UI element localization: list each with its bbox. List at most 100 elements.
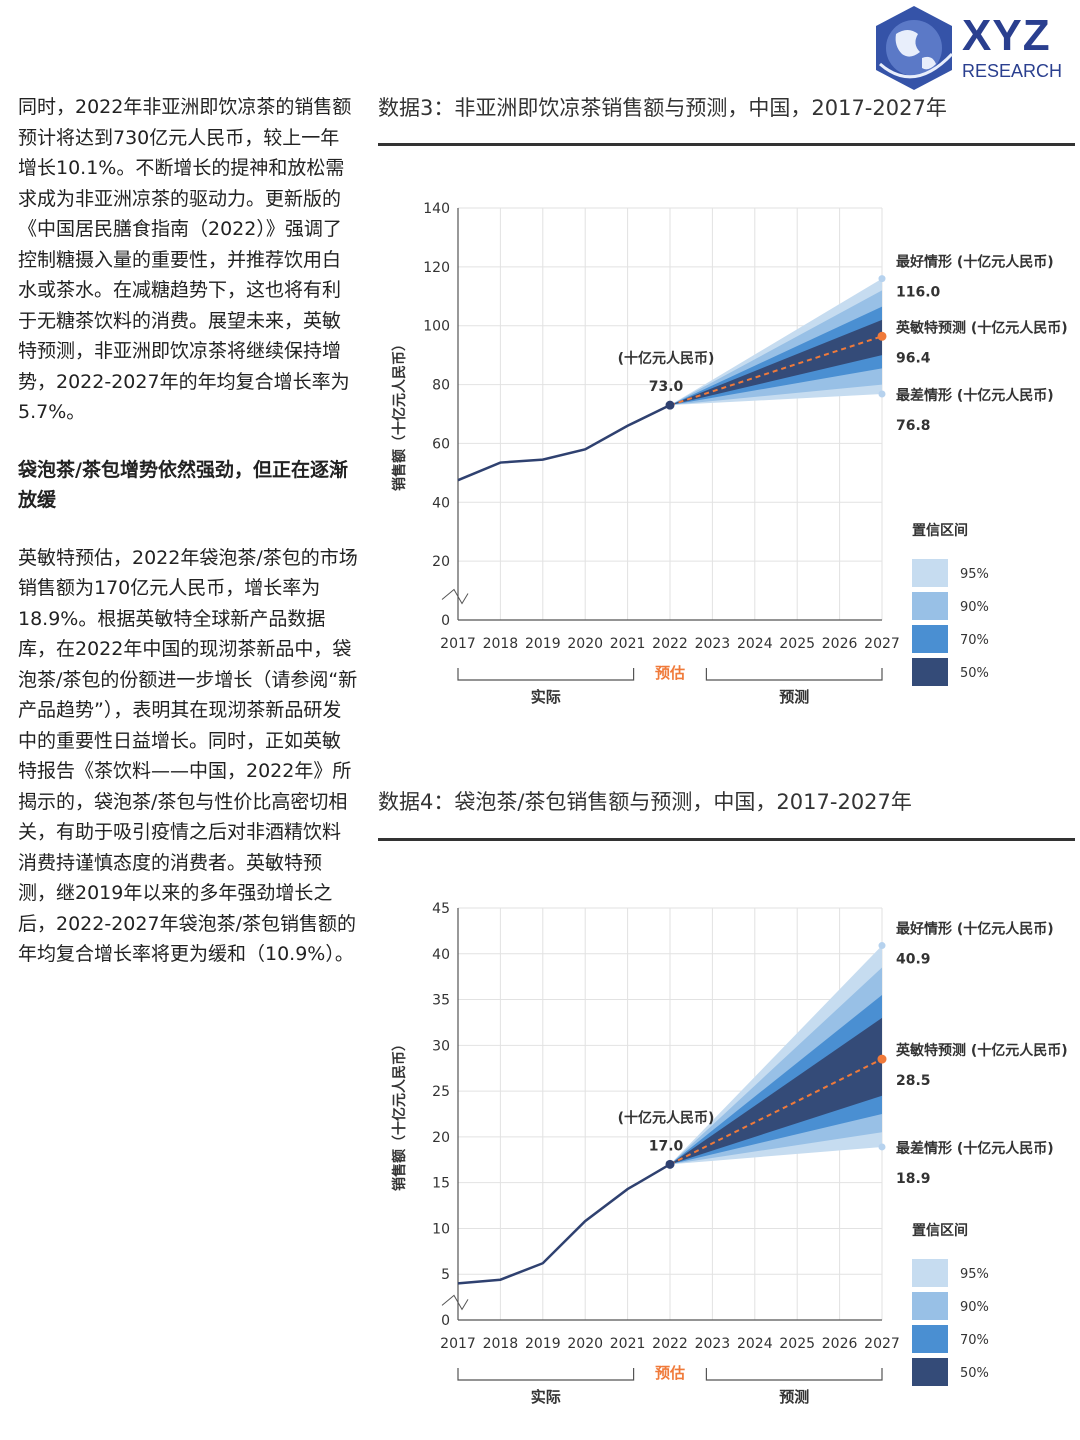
chart2-start-point xyxy=(665,1159,675,1169)
chart1-ci-legend-swatch xyxy=(912,625,948,653)
paragraph-2: 英敏特预估，2022年袋泡茶/茶包的市场销售额为170亿元人民币，增长率为18.… xyxy=(18,546,358,966)
chart2-forecast-value: 28.5 xyxy=(896,1073,931,1089)
chart2-forecast-end-point xyxy=(877,1054,887,1064)
chart1-y-tick-label: 40 xyxy=(432,495,450,511)
chart1-estimate-label: 预估 xyxy=(655,664,685,682)
chart2-best-case-label: 最好情形 (十亿元人民币) xyxy=(896,921,1054,938)
chart2-actual-bracket xyxy=(457,1368,635,1381)
chart2-ci-legend-swatch xyxy=(912,1259,948,1287)
chart1-y-tick-label: 0 xyxy=(441,613,450,629)
chart1-ci-legend-swatch xyxy=(912,559,948,587)
chart2-start-unit-label: (十亿元人民币) xyxy=(618,1109,715,1126)
chart2-worst-case-value: 18.9 xyxy=(896,1171,931,1187)
chart2-start-value-label: 17.0 xyxy=(649,1138,684,1154)
chart1-x-tick-label: 2027 xyxy=(864,636,900,652)
chart2-ci-legend-label: 95% xyxy=(960,1267,989,1282)
chart2-y-tick-label: 45 xyxy=(432,901,450,917)
logo-title: XYZ xyxy=(962,11,1051,60)
chart1-forecast-value: 96.4 xyxy=(896,350,931,366)
chart-1-rule xyxy=(378,143,1075,146)
chart1-ci-legend-label: 90% xyxy=(960,600,989,615)
chart2-y-tick-label: 0 xyxy=(441,1313,450,1329)
chart2-ci-legend-label: 70% xyxy=(960,1333,989,1348)
chart1-ci-legend-swatch xyxy=(912,658,948,686)
chart1-actual-label: 实际 xyxy=(531,688,561,706)
chart1-x-tick-label: 2025 xyxy=(779,636,815,652)
chart2-x-tick-label: 2019 xyxy=(525,1336,561,1352)
section-heading: 袋泡茶/茶包增势依然强劲，但正在逐渐放缓 xyxy=(18,458,348,512)
logo-subtitle: RESEARCH xyxy=(962,61,1063,81)
chart2-y-tick-label: 40 xyxy=(432,947,450,963)
chart2-y-tick-label: 25 xyxy=(432,1084,450,1100)
chart1-axis-break-icon xyxy=(441,588,469,605)
chart2-axis-break-icon xyxy=(441,1294,469,1311)
chart-2-title: 数据4：袋泡茶/茶包销售额与预测，中国，2017-2027年 xyxy=(378,790,912,814)
chart1-ci-legend-label: 95% xyxy=(960,567,989,582)
chart2-best-case-value: 40.9 xyxy=(896,952,931,968)
chart2-x-tick-label: 2026 xyxy=(822,1336,858,1352)
chart2-y-tick-label: 35 xyxy=(432,993,450,1009)
article-text: 同时，2022年非亚洲即饮凉茶的销售额预计将达到730亿元人民币，较上一年增长1… xyxy=(18,92,358,997)
chart1-x-tick-label: 2021 xyxy=(610,636,646,652)
chart2-x-tick-label: 2024 xyxy=(737,1336,773,1352)
chart2-worst-case-label: 最差情形 (十亿元人民币) xyxy=(896,1140,1054,1157)
chart1-start-unit-label: (十亿元人民币) xyxy=(618,350,715,367)
chart1-ci-legend-label: 70% xyxy=(960,633,989,648)
chart1-y-tick-label: 120 xyxy=(423,260,450,276)
chart2-x-tick-label: 2023 xyxy=(695,1336,731,1352)
chart-2-rule xyxy=(378,838,1075,841)
chart1-actual-series-line xyxy=(457,404,671,482)
chart1-x-tick-label: 2022 xyxy=(652,636,688,652)
chart1-best-case-point xyxy=(878,275,886,283)
chart1-x-tick-label: 2026 xyxy=(822,636,858,652)
chart1-y-tick-label: 60 xyxy=(432,436,450,452)
chart2-y-tick-label: 15 xyxy=(432,1176,450,1192)
chart1-y-tick-label: 80 xyxy=(432,378,450,394)
chart2-ci-legend-swatch xyxy=(912,1292,948,1320)
chart2-y-axis-label: 销售额（十亿元人民币） xyxy=(391,1037,408,1191)
chart1-start-value-label: 73.0 xyxy=(649,379,684,395)
paragraph-1: 同时，2022年非亚洲即饮凉茶的销售额预计将达到730亿元人民币，较上一年增长1… xyxy=(18,96,352,423)
chart2-x-tick-label: 2018 xyxy=(483,1336,519,1352)
chart1-x-tick-label: 2020 xyxy=(567,636,603,652)
chart2-ci-legend-title: 置信区间 xyxy=(912,1222,968,1239)
chart2-forecast-label: 英敏特预测 (十亿元人民币) xyxy=(895,1042,1068,1059)
chart2-ci-legend-label: 50% xyxy=(960,1366,989,1381)
chart2-actual-series-line xyxy=(457,1163,671,1285)
chart1-y-tick-label: 100 xyxy=(423,319,450,335)
chart2-y-tick-label: 10 xyxy=(432,1221,450,1237)
chart-1-title: 数据3：非亚洲即饮凉茶销售额与预测，中国，2017-2027年 xyxy=(378,96,947,120)
chart1-x-tick-label: 2019 xyxy=(525,636,561,652)
chart2-y-tick-label: 30 xyxy=(432,1038,450,1054)
chart1-worst-case-value: 76.8 xyxy=(896,418,931,434)
chart1-forecast-bracket xyxy=(705,668,883,681)
chart1-x-tick-label: 2024 xyxy=(737,636,773,652)
chart1-worst-case-label: 最差情形 (十亿元人民币) xyxy=(896,387,1054,404)
chart1-y-tick-label: 140 xyxy=(423,201,450,217)
chart1-start-point xyxy=(665,400,675,410)
chart1-fan-band-50pct xyxy=(670,319,882,406)
chart1-y-tick-label: 20 xyxy=(432,554,450,570)
chart1-forecast-end-point xyxy=(877,331,887,341)
chart1-fan-band-70pct xyxy=(670,306,882,406)
chart1-forecast-period-label: 预测 xyxy=(779,688,809,706)
chart1-x-tick-label: 2017 xyxy=(440,636,476,652)
chart1-ci-legend-title: 置信区间 xyxy=(912,522,968,539)
chart1-x-tick-label: 2018 xyxy=(483,636,519,652)
chart2-x-tick-label: 2022 xyxy=(652,1336,688,1352)
chart2-worst-case-point xyxy=(878,1143,886,1151)
chart1-actual-bracket xyxy=(457,668,635,681)
chart1-forecast-label: 英敏特预测 (十亿元人民币) xyxy=(895,319,1068,336)
chart1-worst-case-point xyxy=(878,390,886,398)
chart2-y-tick-label: 5 xyxy=(441,1267,450,1283)
chart1-best-case-label: 最好情形 (十亿元人民币) xyxy=(896,254,1054,271)
chart2-ci-legend-label: 90% xyxy=(960,1300,989,1315)
chart1-y-axis-label: 销售额（十亿元人民币） xyxy=(391,337,408,491)
chart2-y-tick-label: 20 xyxy=(432,1130,450,1146)
chart2-ci-legend-swatch xyxy=(912,1325,948,1353)
chart1-x-tick-label: 2023 xyxy=(695,636,731,652)
chart2-estimate-label: 预估 xyxy=(655,1364,685,1382)
chart1-ci-legend-label: 50% xyxy=(960,666,989,681)
chart1-forecast-series-line xyxy=(669,335,883,407)
